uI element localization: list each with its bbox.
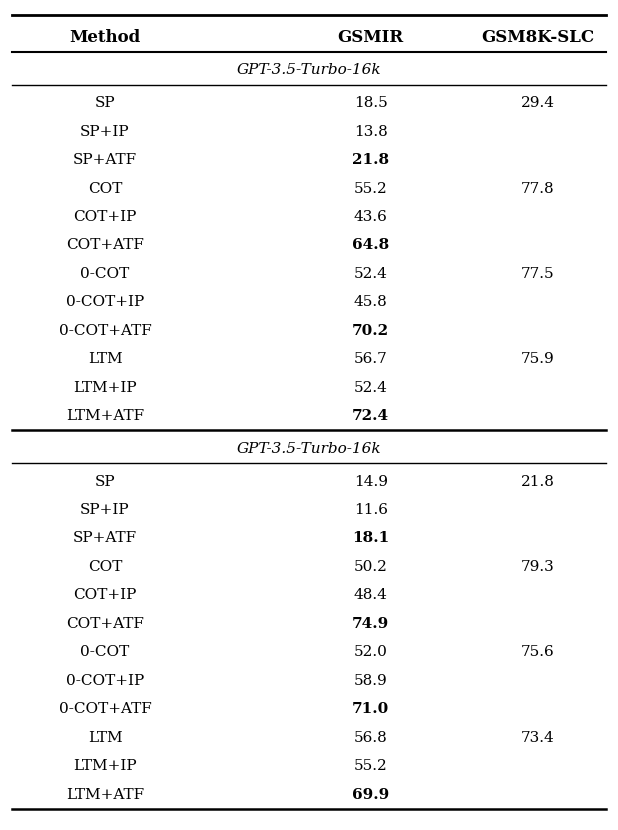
Text: LTM+ATF: LTM+ATF xyxy=(66,788,144,802)
Text: 14.9: 14.9 xyxy=(353,475,388,489)
Text: 0-COT+IP: 0-COT+IP xyxy=(66,295,144,310)
Text: SP+IP: SP+IP xyxy=(80,503,130,517)
Text: 56.7: 56.7 xyxy=(354,352,387,366)
Text: 0-COT: 0-COT xyxy=(80,267,130,281)
Text: 71.0: 71.0 xyxy=(352,702,389,716)
Text: 73.4: 73.4 xyxy=(521,730,554,745)
Text: 11.6: 11.6 xyxy=(353,503,388,517)
Text: 56.8: 56.8 xyxy=(354,730,387,745)
Text: GSMIR: GSMIR xyxy=(338,29,404,46)
Text: COT+IP: COT+IP xyxy=(74,210,137,224)
Text: SP+IP: SP+IP xyxy=(80,124,130,139)
Text: GSM8K-SLC: GSM8K-SLC xyxy=(481,29,595,46)
Text: 50.2: 50.2 xyxy=(354,560,387,574)
Text: LTM+IP: LTM+IP xyxy=(74,381,137,395)
Text: 58.9: 58.9 xyxy=(354,674,387,688)
Text: LTM+IP: LTM+IP xyxy=(74,759,137,773)
Text: 74.9: 74.9 xyxy=(352,617,389,631)
Text: COT: COT xyxy=(88,182,122,196)
Text: 21.8: 21.8 xyxy=(352,153,389,167)
Text: 72.4: 72.4 xyxy=(352,409,389,423)
Text: 55.2: 55.2 xyxy=(354,182,387,196)
Text: LTM+ATF: LTM+ATF xyxy=(66,409,144,423)
Text: 45.8: 45.8 xyxy=(354,295,387,310)
Text: LTM: LTM xyxy=(88,352,122,366)
Text: 52.0: 52.0 xyxy=(354,645,387,659)
Text: 55.2: 55.2 xyxy=(354,759,387,773)
Text: 18.1: 18.1 xyxy=(352,531,389,545)
Text: 21.8: 21.8 xyxy=(521,475,554,489)
Text: 52.4: 52.4 xyxy=(354,381,387,395)
Text: 0-COT+ATF: 0-COT+ATF xyxy=(59,702,151,716)
Text: GPT-3.5-Turbo-16k: GPT-3.5-Turbo-16k xyxy=(237,63,381,77)
Text: 29.4: 29.4 xyxy=(520,96,555,110)
Text: SP+ATF: SP+ATF xyxy=(73,531,137,545)
Text: 0-COT+ATF: 0-COT+ATF xyxy=(59,324,151,338)
Text: SP+ATF: SP+ATF xyxy=(73,153,137,167)
Text: SP: SP xyxy=(95,475,116,489)
Text: 77.8: 77.8 xyxy=(521,182,554,196)
Text: 69.9: 69.9 xyxy=(352,788,389,802)
Text: SP: SP xyxy=(95,96,116,110)
Text: COT+ATF: COT+ATF xyxy=(66,238,144,252)
Text: LTM: LTM xyxy=(88,730,122,745)
Text: 79.3: 79.3 xyxy=(521,560,554,574)
Text: COT: COT xyxy=(88,560,122,574)
Text: 18.5: 18.5 xyxy=(354,96,387,110)
Text: 75.6: 75.6 xyxy=(521,645,554,659)
Text: COT+IP: COT+IP xyxy=(74,588,137,603)
Text: 13.8: 13.8 xyxy=(354,124,387,139)
Text: 0-COT: 0-COT xyxy=(80,645,130,659)
Text: GPT-3.5-Turbo-16k: GPT-3.5-Turbo-16k xyxy=(237,442,381,456)
Text: 75.9: 75.9 xyxy=(521,352,554,366)
Text: 77.5: 77.5 xyxy=(521,267,554,281)
Text: 64.8: 64.8 xyxy=(352,238,389,252)
Text: 43.6: 43.6 xyxy=(354,210,387,224)
Text: Method: Method xyxy=(69,29,141,46)
Text: 48.4: 48.4 xyxy=(354,588,387,603)
Text: 52.4: 52.4 xyxy=(354,267,387,281)
Text: 70.2: 70.2 xyxy=(352,324,389,338)
Text: COT+ATF: COT+ATF xyxy=(66,617,144,631)
Text: 0-COT+IP: 0-COT+IP xyxy=(66,674,144,688)
